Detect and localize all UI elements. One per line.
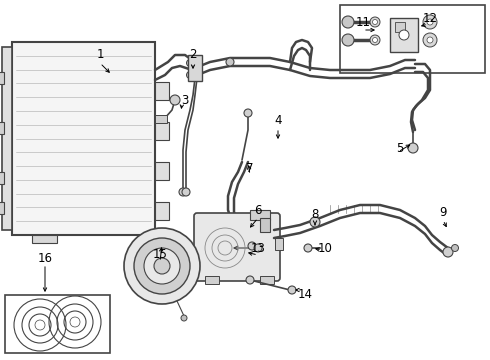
- Circle shape: [372, 37, 377, 42]
- Circle shape: [170, 95, 180, 105]
- Circle shape: [187, 59, 194, 67]
- Text: 1: 1: [96, 49, 104, 62]
- Circle shape: [124, 228, 200, 304]
- Circle shape: [226, 58, 234, 66]
- Bar: [5, 295, 110, 353]
- Text: 14: 14: [297, 288, 313, 302]
- Bar: [155, 122, 169, 140]
- Text: 8: 8: [311, 208, 318, 221]
- Bar: [0, 202, 4, 214]
- Circle shape: [154, 258, 170, 274]
- Text: 3: 3: [181, 94, 189, 107]
- Bar: [155, 115, 167, 123]
- Circle shape: [423, 33, 437, 47]
- Circle shape: [451, 244, 459, 252]
- Text: 5: 5: [396, 141, 404, 154]
- Text: 6: 6: [254, 203, 262, 216]
- Circle shape: [443, 247, 453, 257]
- Bar: [250, 210, 270, 220]
- Bar: [155, 162, 169, 180]
- Circle shape: [181, 315, 187, 321]
- Circle shape: [399, 30, 409, 40]
- Text: 4: 4: [274, 113, 282, 126]
- Bar: [32, 235, 57, 243]
- Circle shape: [408, 143, 418, 153]
- Bar: [188, 55, 202, 81]
- Circle shape: [370, 35, 380, 45]
- Bar: [155, 202, 169, 220]
- Circle shape: [342, 34, 354, 46]
- Bar: [390, 18, 418, 52]
- Circle shape: [342, 16, 354, 28]
- Circle shape: [144, 248, 180, 284]
- Circle shape: [254, 244, 262, 252]
- Bar: [260, 218, 270, 232]
- Circle shape: [244, 109, 252, 117]
- Circle shape: [182, 188, 190, 196]
- Circle shape: [134, 238, 190, 294]
- Circle shape: [310, 217, 320, 227]
- Circle shape: [248, 242, 256, 250]
- Text: 16: 16: [38, 252, 52, 265]
- Bar: [275, 238, 283, 250]
- Bar: [0, 122, 4, 134]
- Bar: [155, 82, 169, 100]
- Circle shape: [288, 286, 296, 294]
- Bar: [12, 42, 155, 235]
- Circle shape: [372, 19, 377, 24]
- Bar: [395, 22, 405, 32]
- Text: 10: 10: [318, 242, 332, 255]
- Text: 11: 11: [356, 17, 370, 30]
- Bar: [2, 47, 12, 230]
- Text: 7: 7: [246, 162, 254, 175]
- Bar: [340, 5, 485, 73]
- Text: 9: 9: [439, 207, 447, 220]
- Text: 15: 15: [152, 248, 168, 261]
- FancyBboxPatch shape: [194, 213, 280, 281]
- Bar: [205, 276, 219, 284]
- Circle shape: [423, 15, 437, 29]
- Bar: [260, 276, 274, 284]
- Circle shape: [179, 188, 187, 196]
- Circle shape: [304, 244, 312, 252]
- Circle shape: [370, 17, 380, 27]
- Text: 13: 13: [250, 242, 266, 255]
- Circle shape: [246, 276, 254, 284]
- Circle shape: [427, 37, 433, 43]
- Circle shape: [427, 19, 433, 25]
- Text: 12: 12: [422, 12, 438, 24]
- Bar: [0, 72, 4, 84]
- Bar: [0, 172, 4, 184]
- Text: 2: 2: [189, 49, 197, 62]
- Circle shape: [187, 72, 194, 78]
